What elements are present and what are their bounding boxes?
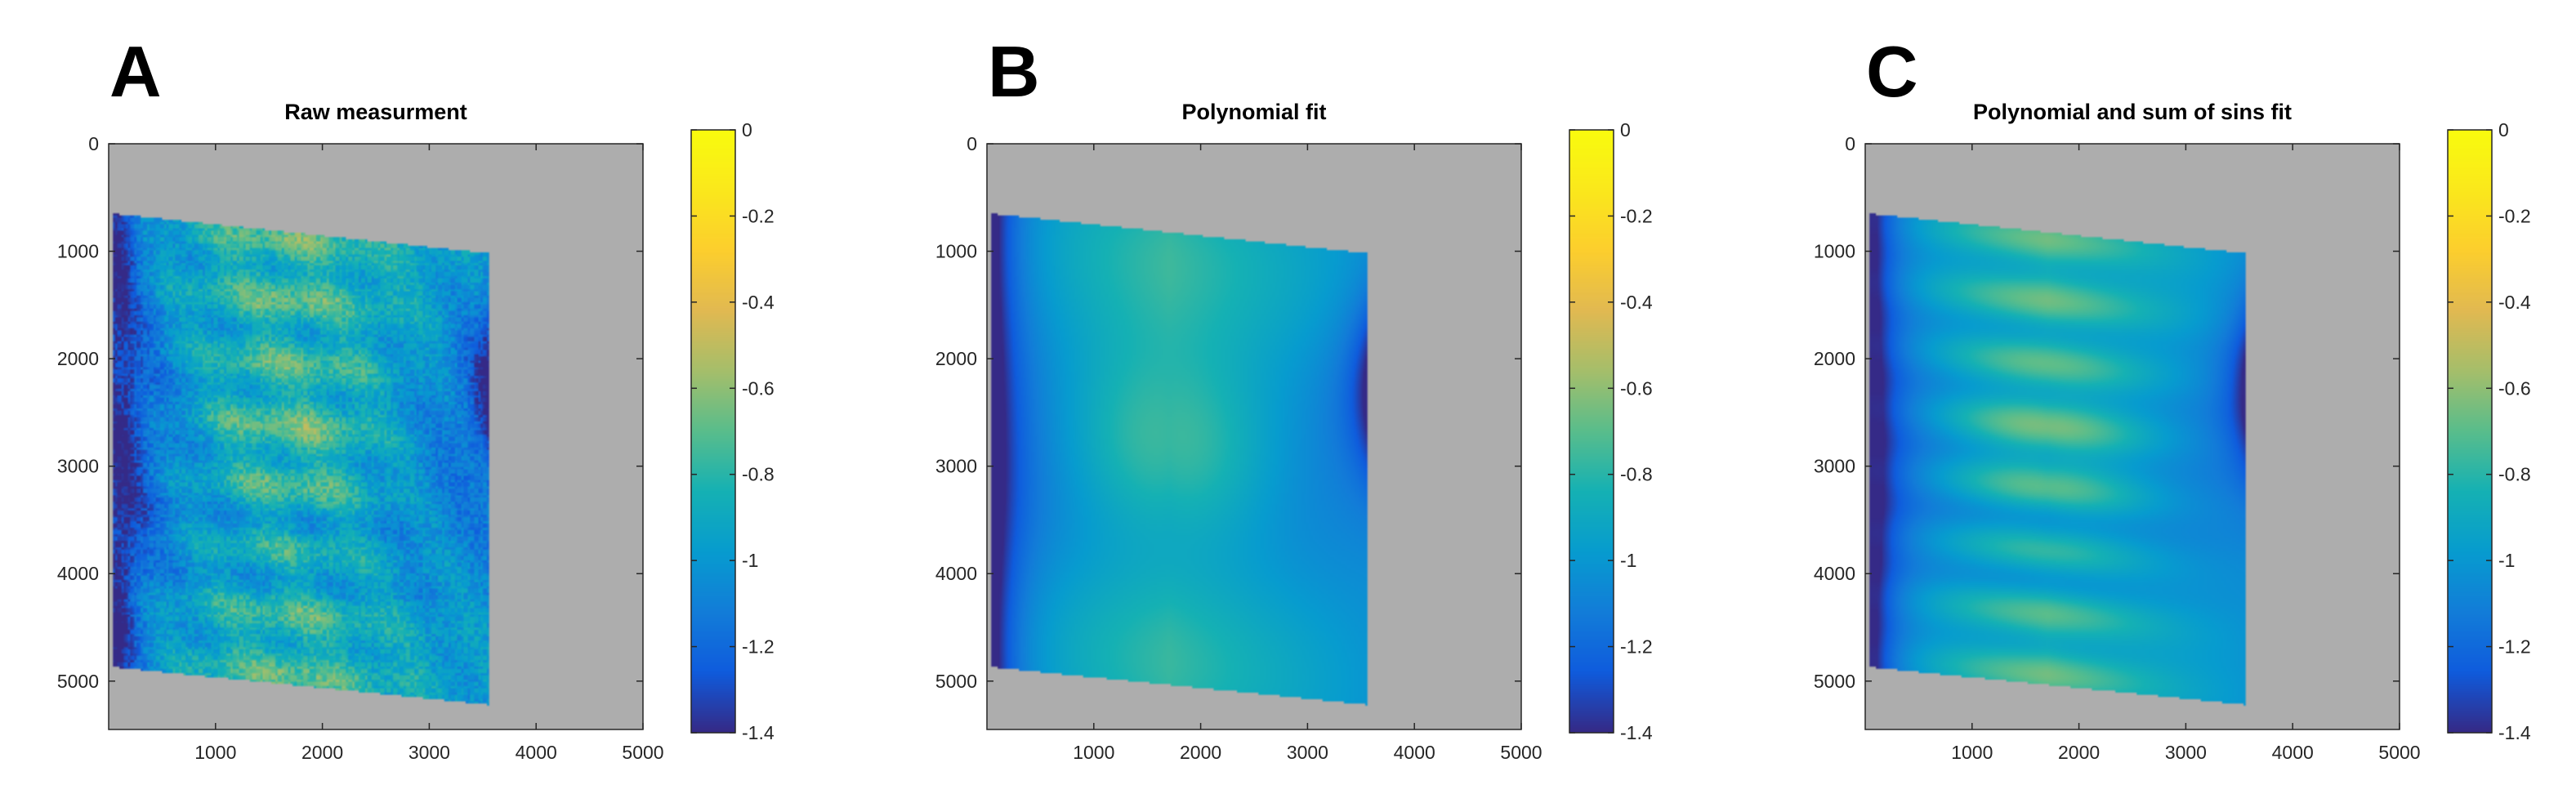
colorbar-tick-label: -0.8 [2498,464,2531,485]
colorbar-gradient [691,130,735,733]
colorbar-tick-label: 0 [2498,119,2509,141]
chart-title: Raw measurment [284,100,467,124]
y-tick-label: 5000 [57,671,99,692]
colorbar-tick-label: -0.6 [1620,377,1653,399]
y-tick-label: 5000 [935,671,977,692]
colorbar-tick-label: 0 [742,119,752,141]
y-tick-label: 0 [967,133,977,154]
colorbar-tick-label: -0.2 [2498,205,2531,226]
y-tick-label: 1000 [57,241,99,262]
x-tick-label: 2000 [301,742,343,763]
panel-label: C [1866,31,1918,112]
colorbar-tick-label: -1 [2498,550,2515,571]
x-tick-label: 4000 [2272,742,2314,763]
y-tick-label: 4000 [1814,563,1855,584]
colorbar-tick-label: -0.8 [1620,464,1653,485]
plot-frame [986,143,1522,730]
heatmap-image [1865,144,2400,729]
y-tick-label: 3000 [1814,456,1855,477]
chart-title: Polynomial fit [1181,100,1326,124]
colorbar-frame [2447,129,2493,734]
x-tick-label: 2000 [1180,742,1221,763]
heatmap-image [109,144,643,729]
x-tick-label: 2000 [2058,742,2100,763]
plot-frame [108,143,644,730]
colorbar-tick-label: -0.8 [742,464,775,485]
heatmap-image [987,144,1521,729]
panel-a: A Raw measurment 1000 2000 3000 4000 5000 0 1000… [57,31,775,763]
y-tick-label: 2000 [935,348,977,369]
panel-label: A [109,31,162,112]
y-tick-label: 4000 [57,563,99,584]
colorbar-tick-label: -0.4 [742,292,775,313]
y-tick-label: 2000 [1814,348,1855,369]
x-tick-label: 4000 [1394,742,1435,763]
colorbar-tick-label: -0.4 [2498,292,2531,313]
x-tick-label: 3000 [1287,742,1328,763]
y-tick-label: 2000 [57,348,99,369]
y-tick-label: 0 [1845,133,1855,154]
colorbar-tick-label: -1.4 [742,722,775,743]
x-tick-label: 4000 [516,742,557,763]
x-tick-label: 3000 [408,742,450,763]
colorbar-gradient [2448,130,2492,733]
colorbar-tick-label: -1.2 [742,636,775,658]
x-tick-label: 3000 [2165,742,2207,763]
y-tick-label: 0 [88,133,99,154]
colorbar-frame [690,129,736,734]
colorbar-tick-label: -0.6 [2498,377,2531,399]
panel-label: B [988,31,1040,112]
panel-b: B Polynomial fit 1000 2000 3000 4000 5000 0 1000… [935,31,1653,763]
y-tick-label: 1000 [1814,241,1855,262]
colorbar-tick-label: -0.4 [1620,292,1653,313]
y-tick-label: 3000 [935,456,977,477]
colorbar-frame [1569,129,1614,734]
colorbar-tick-label: -1.4 [2498,722,2531,743]
colorbar-tick-label: -1.2 [1620,636,1653,658]
chart-title: Polynomial and sum of sins fit [1973,100,2292,124]
panel-c: C Polynomial and sum of sins fit 1000 2000 3… [1814,31,2531,763]
colorbar-tick-label: -0.6 [742,377,775,399]
y-tick-label: 3000 [57,456,99,477]
x-tick-label: 5000 [2378,742,2420,763]
x-tick-label: 5000 [622,742,663,763]
colorbar-tick-label: -0.2 [742,205,775,226]
colorbar-tick-label: 0 [1620,119,1631,141]
colorbar-gradient [1569,130,1614,733]
colorbar-tick-label: -1.4 [1620,722,1653,743]
colorbar-tick-label: -0.2 [1620,205,1653,226]
y-tick-label: 5000 [1814,671,1855,692]
x-tick-label: 5000 [1500,742,1542,763]
x-tick-label: 1000 [1951,742,1993,763]
colorbar-tick-label: -1 [1620,550,1636,571]
colorbar-tick-label: -1 [742,550,758,571]
y-tick-label: 1000 [935,241,977,262]
plot-frame [1864,143,2400,730]
colorbar-tick-label: -1.2 [2498,636,2531,658]
y-tick-label: 4000 [935,563,977,584]
x-tick-label: 1000 [194,742,236,763]
x-tick-label: 1000 [1073,742,1114,763]
